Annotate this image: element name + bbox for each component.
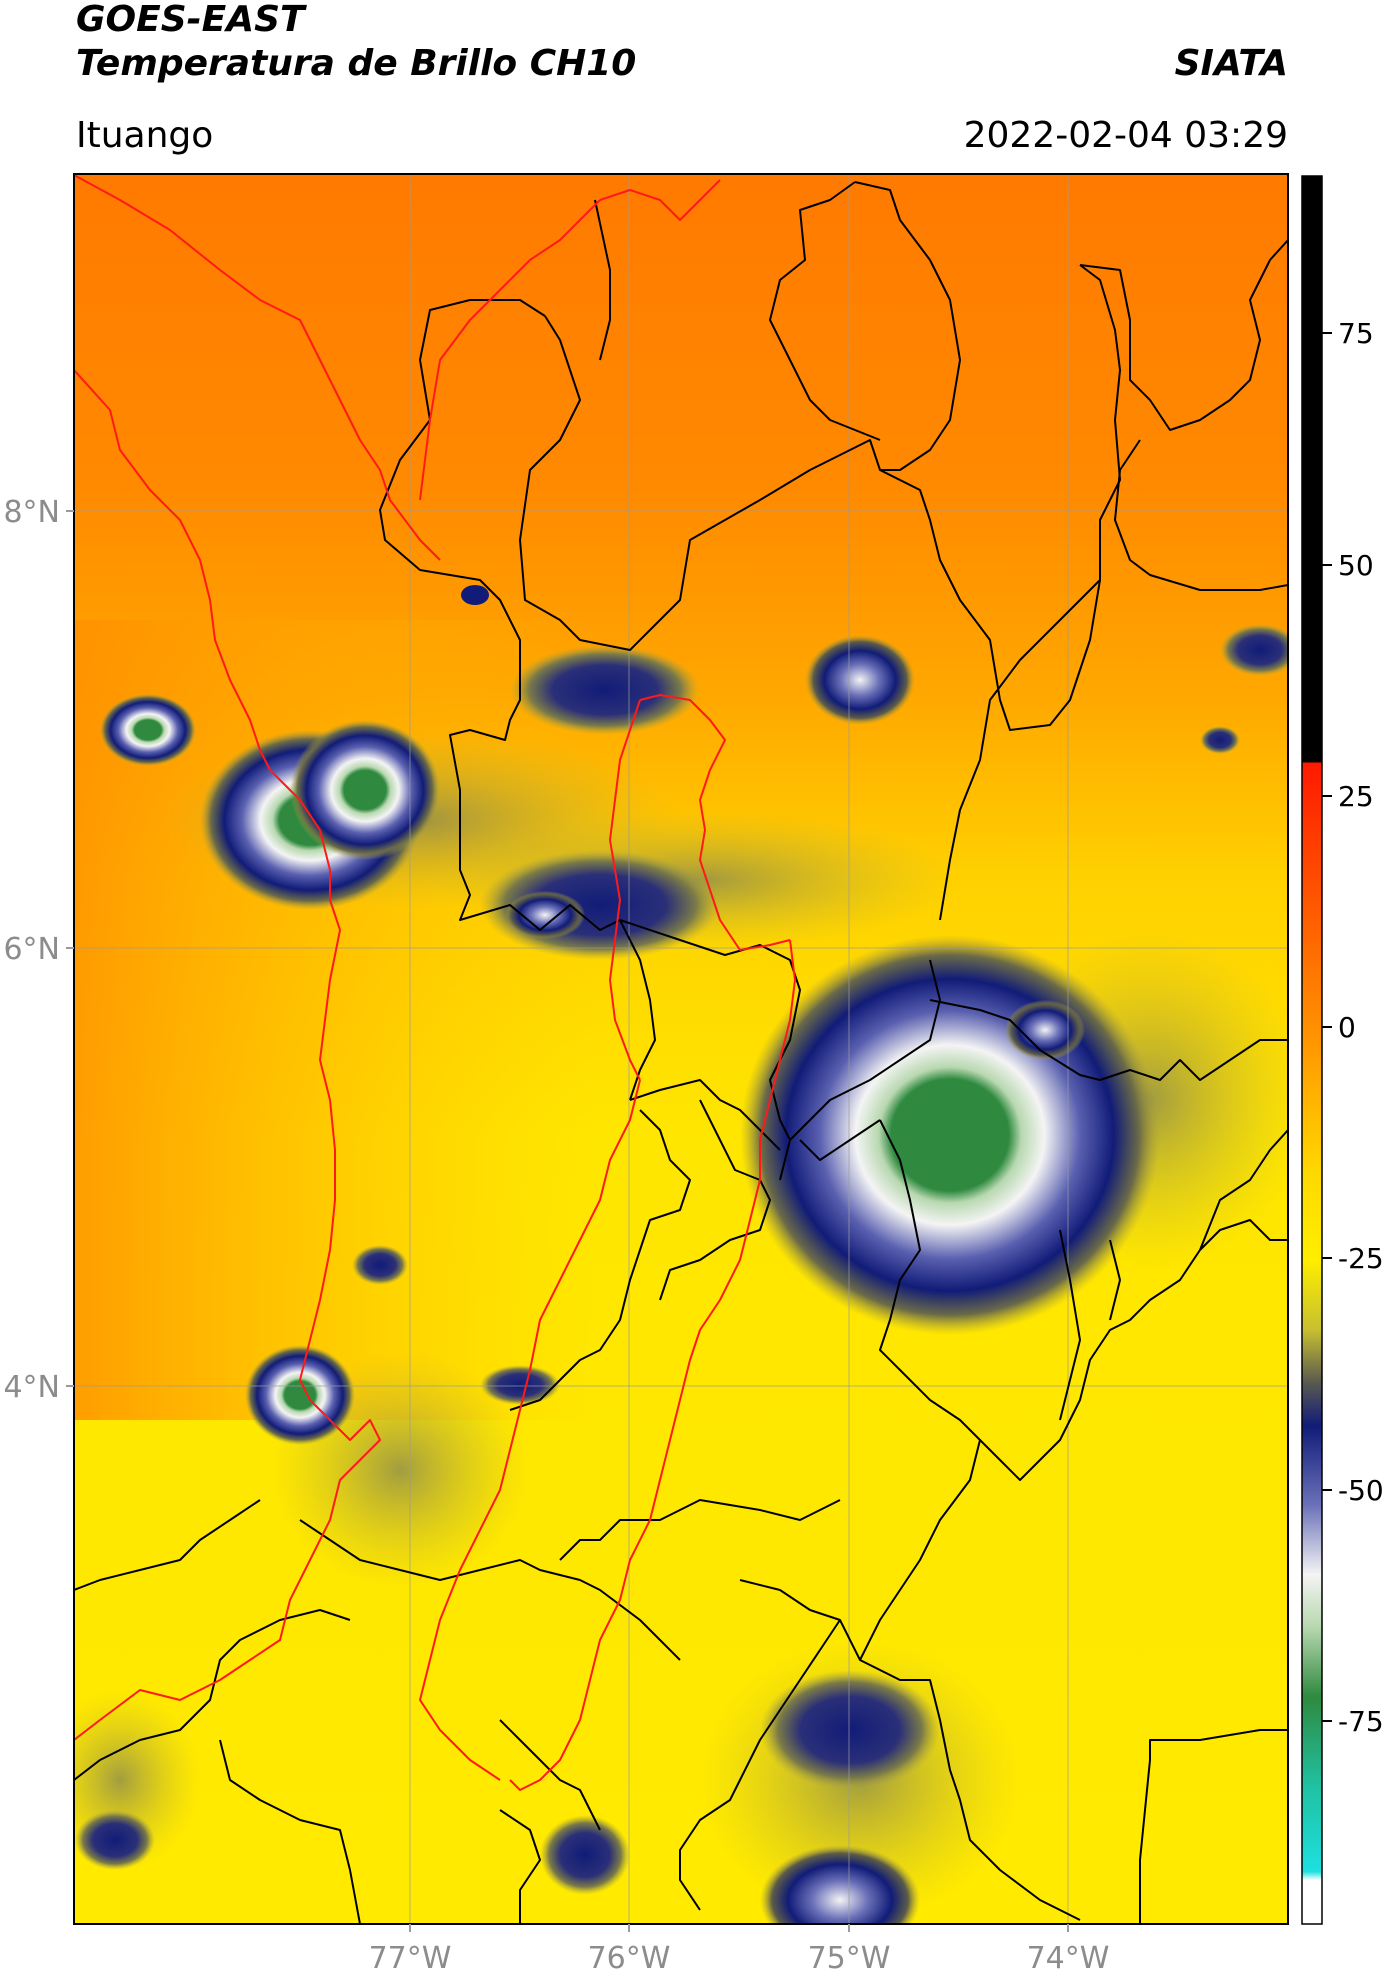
storm-cell-southwest xyxy=(245,1345,355,1445)
colorbar: 75 50 25 0 -25 -50 -75 xyxy=(1301,175,1384,1925)
location-label: Ituango xyxy=(76,115,214,156)
lat-tick-label: 6°N xyxy=(3,932,60,967)
satellite-title: GOES-EAST xyxy=(76,0,305,40)
brightness-temperature-field xyxy=(74,174,1288,1924)
storm-cell-central xyxy=(740,935,1160,1335)
colorbar-tick-label: -75 xyxy=(1338,1705,1384,1738)
department-boundaries xyxy=(74,181,1288,1924)
lat-tick-label: 8°N xyxy=(3,495,60,530)
lon-axis xyxy=(409,1924,1069,1932)
map-frame xyxy=(73,173,1289,1925)
organization-label: SIATA xyxy=(1174,43,1288,84)
lat-tick-label: 4°N xyxy=(3,1370,60,1405)
datetime-label: 2022-02-04 03:29 xyxy=(963,115,1288,156)
lon-tick-label: 77°W xyxy=(369,1941,452,1976)
colorbar-tick-label: 50 xyxy=(1338,549,1374,582)
product-title: Temperatura de Brillo CH10 xyxy=(76,43,637,84)
lat-axis xyxy=(66,510,74,1387)
gridlines xyxy=(74,174,1288,1924)
lon-tick-label: 76°W xyxy=(588,1941,671,1976)
lon-tick-label: 74°W xyxy=(1027,1941,1110,1976)
highlight-boundaries xyxy=(74,174,796,1791)
colorbar-tick-label: 75 xyxy=(1338,317,1374,350)
lon-tick-label: 75°W xyxy=(808,1941,891,1976)
colorbar-tick-label: 25 xyxy=(1338,780,1374,813)
colorbar-tick-label: 0 xyxy=(1338,1011,1356,1044)
colorbar-tick-label: -25 xyxy=(1338,1242,1384,1275)
colorbar-tick-label: -50 xyxy=(1338,1474,1384,1507)
